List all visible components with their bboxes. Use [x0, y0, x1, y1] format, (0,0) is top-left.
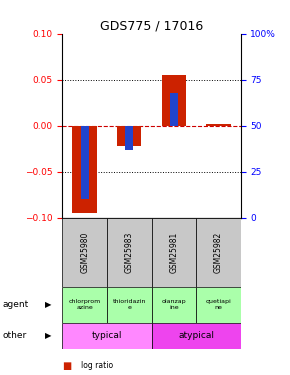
Bar [81, 126, 89, 199]
Bar [107, 287, 151, 322]
Text: agent: agent [3, 300, 29, 309]
Bar [117, 126, 142, 146]
Text: ▶: ▶ [45, 331, 51, 340]
Text: typical: typical [92, 331, 122, 340]
Bar [107, 217, 151, 287]
Bar [125, 126, 133, 150]
Text: atypical: atypical [178, 331, 214, 340]
Text: GSM25980: GSM25980 [80, 231, 89, 273]
Text: ▶: ▶ [45, 300, 51, 309]
Text: olanzap
ine: olanzap ine [162, 299, 186, 310]
Bar [151, 217, 196, 287]
Text: GSM25981: GSM25981 [169, 231, 178, 273]
Bar [62, 287, 107, 322]
Bar [170, 93, 178, 126]
Bar [196, 287, 241, 322]
Text: thioridazin
e: thioridazin e [113, 299, 146, 310]
Bar [62, 322, 151, 349]
Bar [162, 75, 186, 126]
Bar [196, 217, 241, 287]
Text: quetiapi
ne: quetiapi ne [206, 299, 231, 310]
Bar [206, 124, 231, 126]
Text: log ratio: log ratio [81, 361, 113, 370]
Text: chlorprom
azine: chlorprom azine [68, 299, 101, 310]
Bar [151, 322, 241, 349]
Text: GSM25983: GSM25983 [125, 231, 134, 273]
Text: ■: ■ [62, 361, 72, 370]
Bar [62, 217, 107, 287]
Title: GDS775 / 17016: GDS775 / 17016 [100, 20, 203, 33]
Text: other: other [3, 331, 27, 340]
Bar [72, 126, 97, 213]
Text: GSM25982: GSM25982 [214, 231, 223, 273]
Bar [151, 287, 196, 322]
